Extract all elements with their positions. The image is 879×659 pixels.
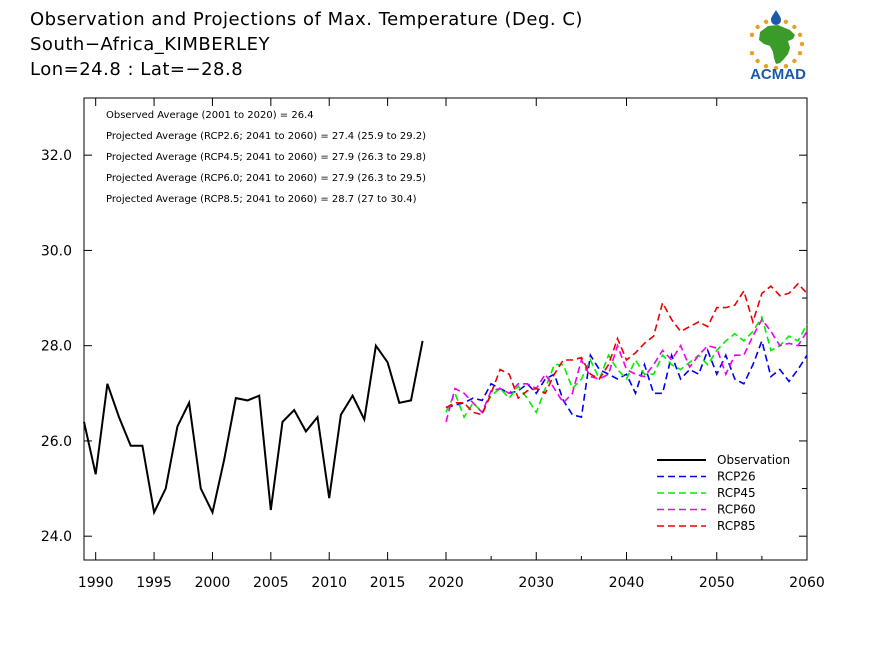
- logo-ring-dot: [763, 64, 769, 69]
- annotation-line: Projected Average (RCP4.5; 2041 to 2060)…: [106, 152, 426, 163]
- legend-label-rcp26: RCP26: [717, 470, 756, 484]
- logo-text: ACMAD: [750, 66, 806, 83]
- x-tick-label: 2010: [311, 575, 347, 591]
- axis-ticks: 24.0 26.0 28.0 30.0 32.0 1990 1995 2000 2005 2010…: [41, 98, 825, 591]
- annotation-line: Observed Average (2001 to 2020) = 26.4: [106, 110, 314, 121]
- x-tick-label: 2005: [253, 575, 289, 591]
- plot-frame: [83, 97, 808, 561]
- logo-drop-icon: [771, 10, 781, 25]
- chart-title-line-1: Observation and Projections of Max. Temp…: [30, 9, 583, 30]
- logo-africa-map: [759, 25, 795, 64]
- legend-label-rcp60: RCP60: [717, 503, 756, 517]
- legend: Observation RCP26 RCP45 RCP60 RCP85: [657, 453, 790, 533]
- x-tick-label: 2030: [518, 575, 554, 591]
- chart-title-line-3: Lon=24.8 : Lat=−28.8: [30, 59, 244, 80]
- x-tick-label: 2050: [699, 575, 735, 591]
- logo-ring-dot: [773, 65, 779, 71]
- x-tick-label: 2060: [789, 575, 825, 591]
- y-tick-label: 26.0: [41, 434, 72, 450]
- x-tick-label: 1990: [78, 575, 114, 591]
- legend-label-rcp45: RCP45: [717, 486, 756, 500]
- y-tick-label: 32.0: [41, 148, 72, 164]
- y-tick-label: 24.0: [41, 529, 72, 545]
- logo-ring-dot: [749, 32, 755, 37]
- logo-ring-dot: [792, 24, 797, 30]
- series-line-observation: [83, 340, 424, 516]
- series-lines: [83, 282, 808, 516]
- x-tick-label: 2015: [370, 575, 406, 591]
- x-tick-label: 1995: [136, 575, 172, 591]
- annotation-line: Projected Average (RCP8.5; 2041 to 2060)…: [106, 194, 417, 205]
- annotations: Observed Average (2001 to 2020) = 26.4 Pr…: [106, 110, 426, 205]
- annotation-line: Projected Average (RCP2.6; 2041 to 2060)…: [106, 131, 426, 142]
- logo-ring-dot: [749, 51, 755, 56]
- logo-ring-dot: [797, 32, 803, 37]
- logo-ring-dot: [783, 64, 789, 69]
- logo-ring-dot: [755, 58, 760, 64]
- logo-ring-dot: [792, 58, 797, 64]
- x-tick-label: 2040: [609, 575, 645, 591]
- series-line-rcp60: [445, 318, 808, 423]
- series-line-rcp26: [445, 338, 808, 419]
- y-tick-label: 30.0: [41, 243, 72, 259]
- x-tick-label: 2000: [195, 575, 231, 591]
- chart-title-line-2: South−Africa_KIMBERLEY: [30, 34, 270, 55]
- series-line-rcp85: [445, 282, 808, 416]
- annotation-line: Projected Average (RCP6.0; 2041 to 2060)…: [106, 173, 426, 184]
- logo-ring-dot: [797, 51, 803, 56]
- legend-label-observation: Observation: [717, 453, 790, 467]
- logo-ring-dot: [783, 19, 789, 24]
- legend-label-rcp85: RCP85: [717, 519, 756, 533]
- logo-ring-dot: [755, 24, 760, 30]
- x-tick-label: 2020: [428, 575, 464, 591]
- y-tick-label: 28.0: [41, 339, 72, 355]
- logo-ring-dot: [763, 19, 769, 24]
- logo-ring-dot: [799, 41, 805, 47]
- acmad-logo: ACMAD: [749, 10, 806, 83]
- series-line-rcp45: [445, 315, 808, 419]
